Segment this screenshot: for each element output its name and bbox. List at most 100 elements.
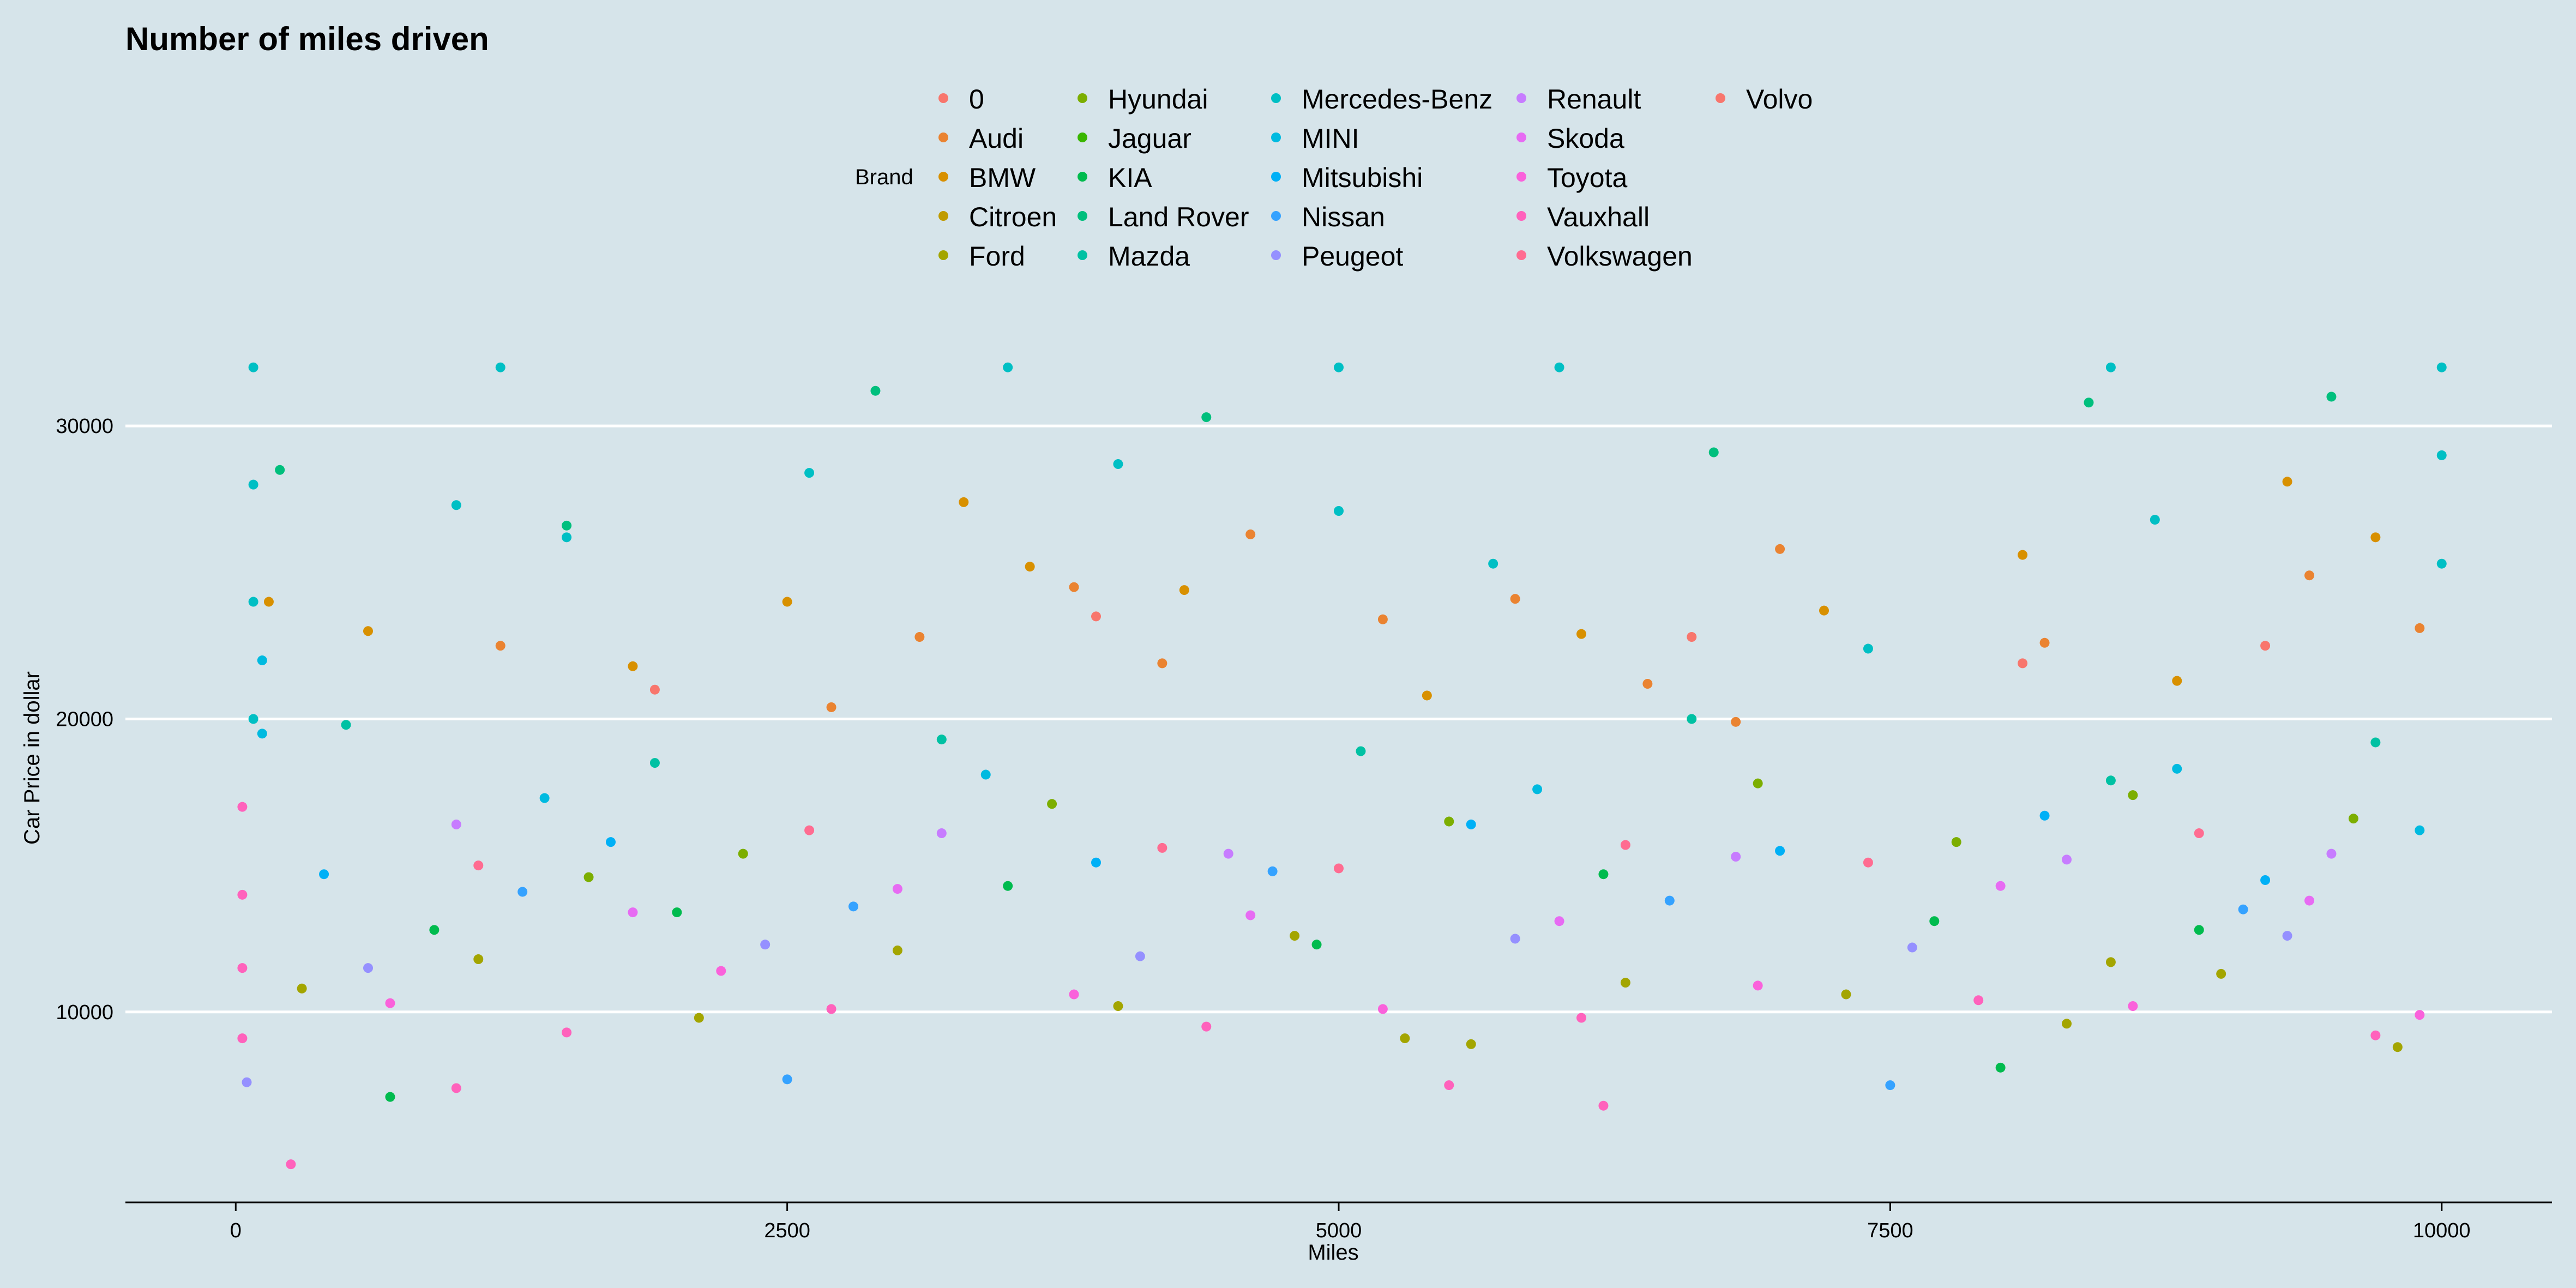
data-point [2105,775,2116,786]
data-point [1731,852,1741,862]
data-point [248,597,258,607]
data-point [248,714,258,724]
legend-key [1516,133,1526,142]
data-point [1377,1004,1388,1014]
data-point [2194,828,2204,839]
data-point [1620,840,1630,850]
data-point [237,802,248,812]
data-point [1290,931,1300,941]
data-point [2370,532,2381,543]
data-point [1334,362,1344,372]
legend-label: Audi [969,123,1024,154]
data-point [1642,679,1653,689]
data-point [363,626,373,636]
data-point [760,940,771,950]
data-point [892,884,902,894]
data-point [1753,980,1763,991]
data-point [2260,875,2271,885]
legend-label: Volkswagen [1547,241,1693,272]
data-point [539,793,550,803]
data-point [672,907,682,918]
data-point [826,702,836,712]
data-point [495,362,505,372]
data-point [1223,848,1233,859]
data-point [562,1027,572,1038]
legend-key [1078,211,1087,221]
data-point [649,758,660,768]
data-point [1687,714,1697,724]
data-point [1267,866,1278,876]
data-point [2436,558,2447,569]
data-point [2128,1001,2138,1012]
legend-label: Ford [969,241,1025,272]
data-point [1311,940,1322,950]
data-point [242,1077,252,1087]
data-point [1069,582,1079,592]
legend-label: Volvo [1746,84,1813,115]
legend-label: Vauxhall [1547,202,1650,232]
x-tick-label: 5000 [1316,1219,1362,1242]
data-point [1731,717,1741,727]
legend-label: Peugeot [1302,241,1403,272]
data-point [473,860,484,871]
data-point [237,1033,248,1044]
legend-label: Skoda [1547,123,1624,154]
data-point [1245,910,1256,920]
data-point [1422,690,1432,701]
data-point [2326,848,2337,859]
legend-key [1271,133,1281,142]
data-point [2238,904,2248,914]
data-point [1995,881,2006,891]
y-tick-label: 20000 [56,708,113,731]
data-point [562,520,572,531]
data-point [1863,857,1873,868]
data-point [2039,637,2050,648]
data-point [1753,778,1763,789]
data-point [936,735,947,745]
data-point [429,925,440,935]
data-point [738,848,748,859]
data-point [804,468,815,478]
data-point [694,1013,704,1023]
data-point [826,1004,836,1014]
legend-label: 0 [969,84,984,115]
data-point [892,945,902,955]
data-point [1157,658,1167,669]
data-point [363,963,373,973]
data-point [1466,819,1476,829]
data-point [804,825,815,835]
data-point [1377,614,1388,624]
data-point [2018,550,2028,560]
legend-key [938,211,948,221]
legend-label: Hyundai [1108,84,1208,115]
chart-title: Number of miles driven [125,21,489,57]
data-point [628,661,638,671]
data-point [959,497,969,507]
legend-key [1516,93,1526,103]
data-point [451,819,461,829]
x-tick-label: 2500 [764,1219,810,1242]
data-point [782,1074,792,1085]
data-point [385,998,395,1008]
legend-key [1716,93,1725,103]
data-point [716,966,726,976]
data-point [606,837,616,847]
data-point [1951,837,1961,847]
data-point [1885,1080,1895,1091]
legend-title: Brand [855,165,913,189]
gridlines [125,424,2552,1014]
data-point [2304,570,2314,581]
legend-key [938,93,948,103]
legend-label: Mercedes-Benz [1302,84,1492,115]
data-point [495,641,505,651]
legend-label: BMW [969,162,1036,193]
data-point [1069,989,1079,1000]
data-point [1113,1001,1123,1012]
data-point [2282,477,2292,487]
data-point [451,500,461,510]
x-tick-label: 7500 [1867,1219,1913,1242]
data-point [2084,398,2094,408]
legend-key [1516,250,1526,260]
legend-key [938,133,948,142]
